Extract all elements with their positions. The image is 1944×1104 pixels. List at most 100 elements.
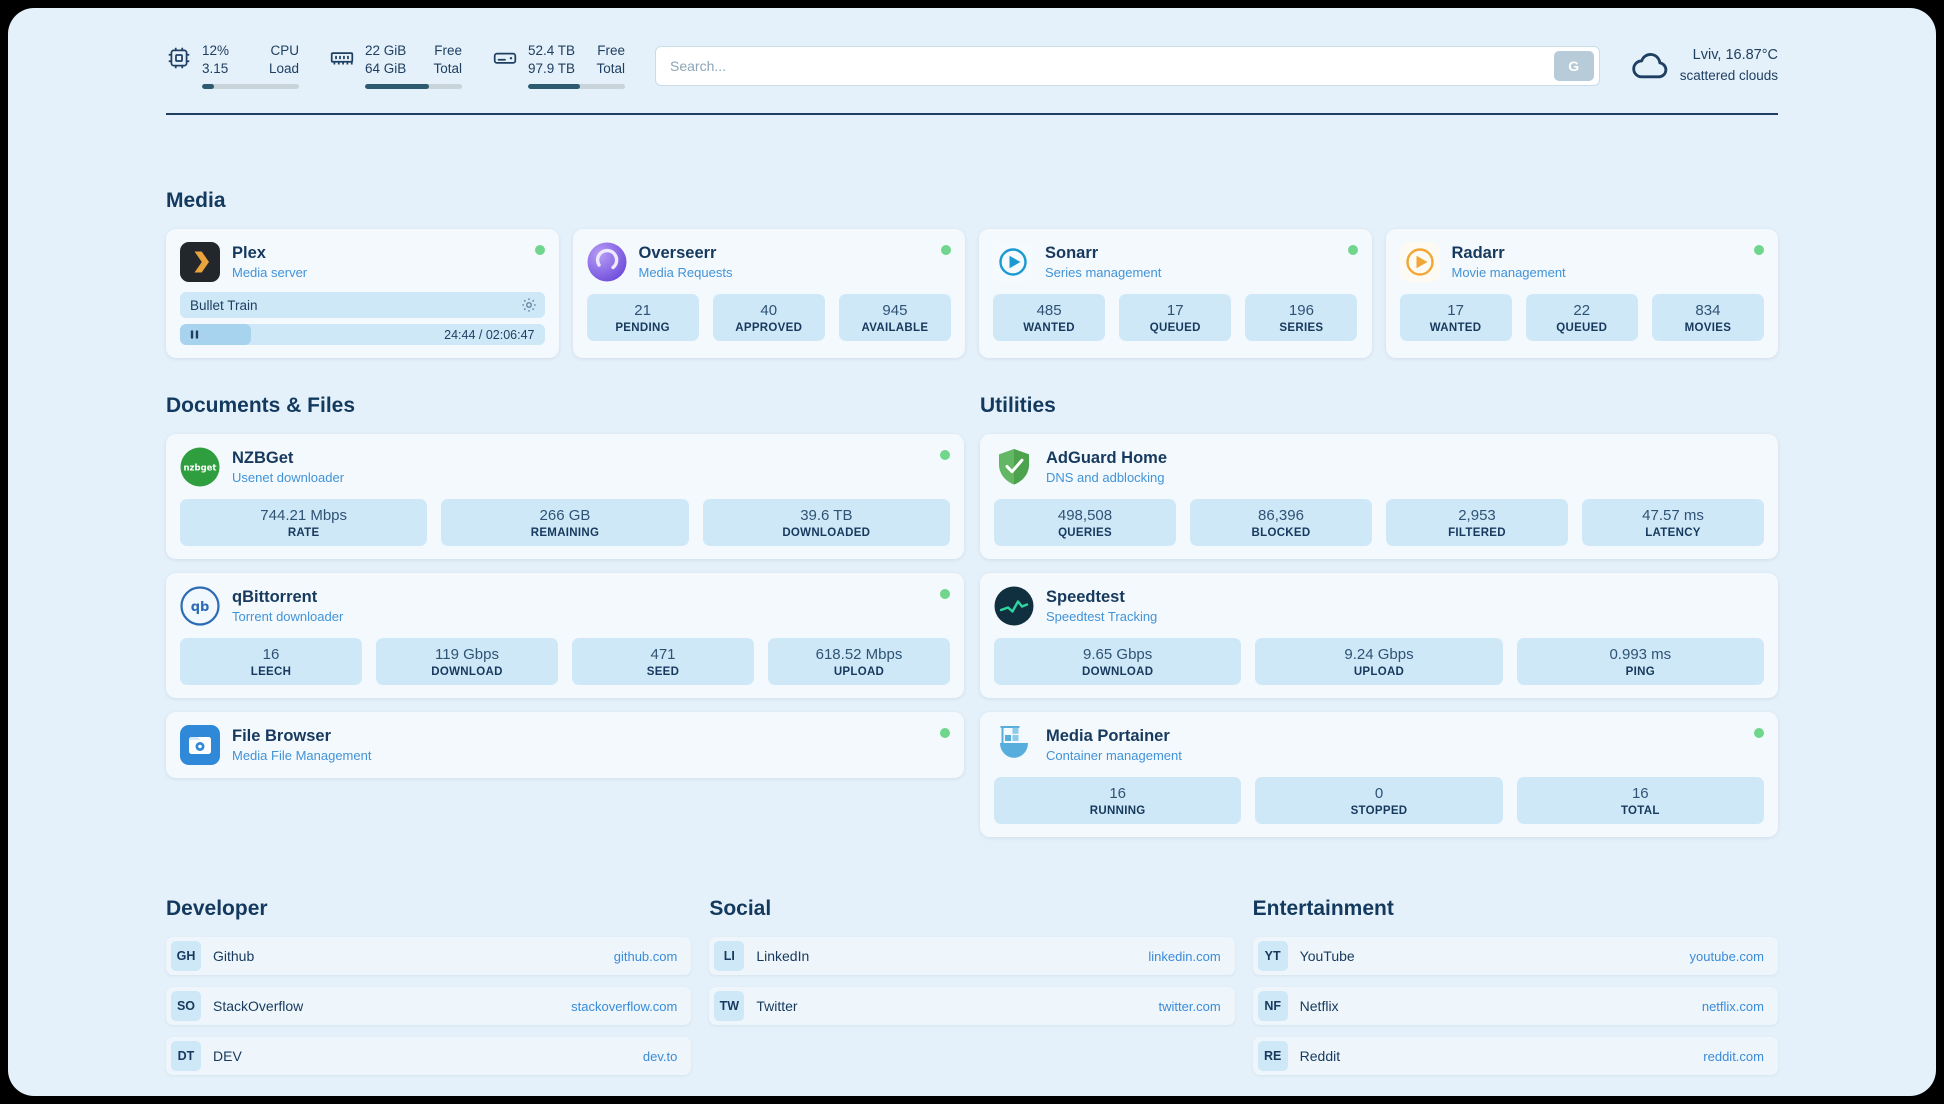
stat-stopped: 0 STOPPED bbox=[1255, 777, 1503, 825]
stat-available: 945 AVAILABLE bbox=[838, 294, 951, 342]
app-card-overseerr[interactable]: Overseerr Media Requests 21 PENDING 40 A… bbox=[572, 229, 965, 359]
app-card-portainer[interactable]: Media Portainer Container management 16 … bbox=[980, 712, 1778, 838]
stat-upload: 9.24 Gbps UPLOAD bbox=[1255, 638, 1503, 686]
stat-latency: 47.57 ms LATENCY bbox=[1582, 499, 1764, 547]
weather-location-temp: Lviv, 16.87°C bbox=[1692, 47, 1778, 64]
app-subtitle: Usenet downloader bbox=[232, 470, 345, 486]
stat-wanted: 17 WANTED bbox=[1399, 294, 1512, 342]
app-subtitle: Speedtest Tracking bbox=[1046, 609, 1158, 625]
bookmark-reddit[interactable]: RE Reddit reddit.com bbox=[1252, 1037, 1778, 1076]
reddit-icon: RE bbox=[1257, 1041, 1288, 1072]
memory-total-value: 64 GiB bbox=[365, 61, 407, 77]
twitter-icon: TW bbox=[714, 991, 745, 1022]
developer-column: Developer GH Github github.com SO StackO… bbox=[166, 897, 692, 1076]
header-divider bbox=[166, 113, 1778, 116]
weather-condition: scattered clouds bbox=[1679, 68, 1778, 84]
storage-widget: 52.4 TB 97.9 TB Free Total bbox=[492, 42, 625, 90]
memory-free-value: 22 GiB bbox=[365, 43, 407, 58]
search-engine-button[interactable]: G bbox=[1553, 50, 1594, 81]
stat-upload: 618.52 Mbps UPLOAD bbox=[768, 638, 950, 686]
memory-widget: 22 GiB 64 GiB Free Total bbox=[329, 42, 462, 90]
stat-series: 196 SERIES bbox=[1245, 294, 1358, 342]
youtube-icon: YT bbox=[1257, 941, 1288, 972]
section-title-utilities: Utilities bbox=[980, 394, 1056, 418]
stat-download: 119 Gbps DOWNLOAD bbox=[376, 638, 558, 686]
media-card-grid: Plex Media server Bullet Train bbox=[166, 229, 1778, 359]
app-subtitle: Media server bbox=[232, 265, 308, 281]
app-name: NZBGet bbox=[232, 449, 294, 468]
bookmark-netflix[interactable]: NF Netflix netflix.com bbox=[1252, 987, 1778, 1026]
dev-icon: DT bbox=[171, 1041, 201, 1072]
app-card-plex[interactable]: Plex Media server Bullet Train bbox=[166, 229, 559, 359]
cpu-widget: 12% 3.15 CPU Load bbox=[166, 42, 299, 90]
bookmark-linkedin[interactable]: LI LinkedIn linkedin.com bbox=[709, 937, 1235, 976]
bookmark-url[interactable]: reddit.com bbox=[1703, 1048, 1764, 1064]
section-title-media: Media bbox=[166, 189, 226, 213]
bookmark-url[interactable]: stackoverflow.com bbox=[571, 998, 678, 1014]
portainer-icon bbox=[994, 725, 1034, 765]
adguard-icon bbox=[994, 447, 1034, 487]
social-column: Social LI LinkedIn linkedin.com TW Twitt… bbox=[709, 897, 1235, 1026]
cloud-icon bbox=[1630, 46, 1670, 86]
playback-progress-bar[interactable]: 24:44 / 02:06:47 bbox=[180, 324, 545, 346]
storage-free-value: 52.4 TB bbox=[528, 43, 576, 58]
storage-total-label: Total bbox=[596, 61, 625, 77]
storage-progress-fill bbox=[528, 84, 581, 90]
stat-filtered: 2,953 FILTERED bbox=[1386, 499, 1568, 547]
bookmark-url[interactable]: github.com bbox=[613, 948, 678, 964]
app-card-filebrowser[interactable]: File Browser Media File Management bbox=[166, 712, 964, 779]
bookmark-twitter[interactable]: TW Twitter twitter.com bbox=[709, 987, 1235, 1026]
status-dot bbox=[940, 589, 950, 600]
storage-progress-bar bbox=[528, 84, 625, 90]
plex-now-playing: Bullet Train 24:44 / 02:06:47 bbox=[180, 292, 545, 346]
stat-rate: 744.21 Mbps RATE bbox=[180, 499, 428, 547]
app-name: Media Portainer bbox=[1046, 727, 1170, 746]
nzbget-icon: nzbget bbox=[180, 447, 220, 487]
app-name: Overseerr bbox=[638, 244, 717, 263]
app-subtitle: Torrent downloader bbox=[232, 609, 344, 625]
app-card-speedtest[interactable]: Speedtest Speedtest Tracking 9.65 Gbps D… bbox=[980, 573, 1778, 699]
bookmark-url[interactable]: dev.to bbox=[642, 1048, 678, 1064]
app-name: Speedtest bbox=[1046, 588, 1125, 607]
stat-running: 16 RUNNING bbox=[994, 777, 1242, 825]
system-stats: 12% 3.15 CPU Load bbox=[166, 42, 625, 90]
bookmark-url[interactable]: twitter.com bbox=[1158, 998, 1221, 1014]
section-title-developer: Developer bbox=[166, 897, 268, 921]
settings-gear-icon[interactable] bbox=[521, 297, 537, 313]
bookmark-url[interactable]: linkedin.com bbox=[1148, 948, 1221, 964]
stat-blocked: 86,396 BLOCKED bbox=[1190, 499, 1372, 547]
qbittorrent-icon: qb bbox=[180, 586, 220, 627]
stat-queries: 498,508 QUERIES bbox=[994, 499, 1176, 547]
app-subtitle: Movie management bbox=[1451, 265, 1566, 281]
weather-widget: Lviv, 16.87°C scattered clouds bbox=[1630, 45, 1778, 86]
now-playing-title: Bullet Train bbox=[190, 297, 258, 313]
plex-icon bbox=[180, 242, 220, 283]
hard-drive-icon bbox=[492, 42, 518, 71]
bookmark-stackoverflow[interactable]: SO StackOverflow stackoverflow.com bbox=[166, 987, 692, 1026]
playback-progress-fill bbox=[180, 324, 252, 346]
bookmark-youtube[interactable]: YT YouTube youtube.com bbox=[1252, 937, 1778, 976]
section-title-social: Social bbox=[709, 897, 772, 921]
linkedin-icon: LI bbox=[714, 941, 745, 972]
app-name: AdGuard Home bbox=[1046, 449, 1168, 468]
bookmark-url[interactable]: youtube.com bbox=[1689, 948, 1764, 964]
bookmark-dev[interactable]: DT DEV dev.to bbox=[166, 1037, 692, 1076]
documents-column: Documents & Files nzbget NZBGet Usenet d… bbox=[166, 394, 964, 837]
playback-time: 24:44 / 02:06:47 bbox=[444, 327, 535, 342]
app-name: Radarr bbox=[1451, 244, 1505, 263]
bookmark-url[interactable]: netflix.com bbox=[1701, 998, 1764, 1014]
pause-icon[interactable] bbox=[189, 329, 200, 340]
entertainment-column: Entertainment YT YouTube youtube.com NF … bbox=[1252, 897, 1778, 1076]
memory-progress-bar bbox=[365, 84, 462, 90]
search-input[interactable] bbox=[670, 57, 1554, 74]
app-card-radarr[interactable]: Radarr Movie management 17 WANTED 22 QUE… bbox=[1385, 229, 1778, 359]
bookmark-github[interactable]: GH Github github.com bbox=[166, 937, 692, 976]
app-card-adguard[interactable]: AdGuard Home DNS and adblocking 498,508 … bbox=[980, 434, 1778, 560]
app-card-sonarr[interactable]: Sonarr Series management 485 WANTED 17 Q… bbox=[979, 229, 1372, 359]
app-card-nzbget[interactable]: nzbget NZBGet Usenet downloader 744.21 M… bbox=[166, 434, 964, 560]
svg-text:qb: qb bbox=[191, 600, 210, 615]
status-dot bbox=[940, 728, 950, 739]
cpu-progress-fill bbox=[202, 84, 214, 90]
sonarr-icon bbox=[993, 242, 1033, 283]
app-card-qbittorrent[interactable]: qb qBittorrent Torrent downloader 16 bbox=[166, 573, 964, 699]
